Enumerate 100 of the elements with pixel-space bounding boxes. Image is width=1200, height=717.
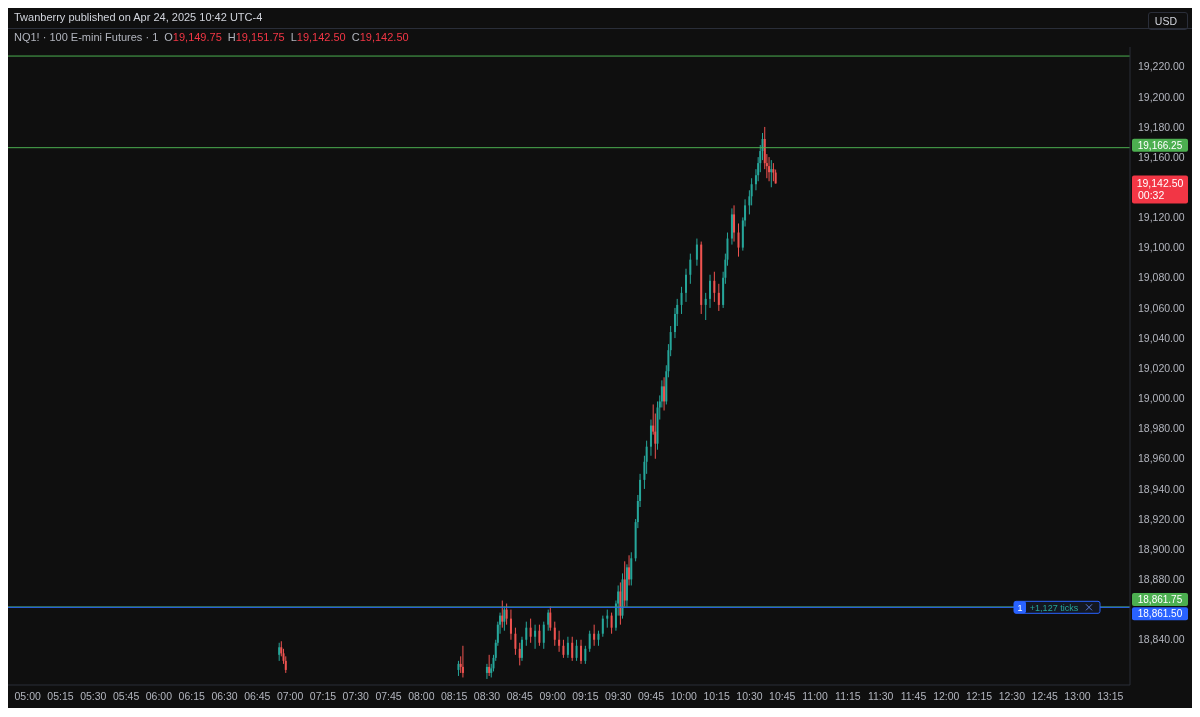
x-tick-label: 08:45: [506, 690, 534, 703]
text: 19,142.50: [1136, 177, 1184, 190]
x-tick-label: 10:15: [703, 690, 730, 703]
x-tick-label: 13:15: [1097, 690, 1124, 703]
text: USD: [1147, 12, 1188, 30]
candlestick: [737, 222, 740, 258]
candlestick: [704, 292, 707, 321]
x-tick-label: 09:45: [637, 690, 665, 703]
x-tick-label: 10:45: [769, 690, 796, 703]
candlestick: [542, 621, 545, 650]
candlestick: [630, 551, 633, 586]
x-tick-label: 09:30: [605, 690, 632, 703]
chart-subtitle: Twanberry published on Apr 24, 2025 10:42 UTC-4: [14, 11, 263, 23]
text: 00:32: [1138, 189, 1165, 202]
candlestick: [717, 283, 720, 312]
candlestick: [518, 642, 521, 666]
candlestick: [709, 274, 712, 309]
x-tick-label: 07:45: [375, 690, 402, 703]
x-tick-label: 11:30: [867, 690, 894, 703]
text: O19,149.75 H19,151.75 L19,142.50 C19,142.50: [164, 31, 409, 43]
x-tick-label: 06:45: [244, 690, 271, 703]
y-tick-label: 18,840.00: [1138, 633, 1185, 646]
y-tick-label: 19,100.00: [1138, 241, 1185, 254]
y-tick-label: 19,000.00: [1138, 392, 1185, 405]
candlestick: [649, 419, 652, 457]
ref-line-label: 18,861.75: [1137, 593, 1183, 605]
x-tick-label: 08:30: [473, 690, 501, 703]
y-tick-label: 18,920.00: [1138, 512, 1185, 525]
ref-line-label: 18,861.50: [1137, 608, 1183, 620]
y-tick-label: 19,020.00: [1138, 361, 1185, 374]
x-tick-label: 12:15: [965, 690, 993, 703]
x-tick-label: 12:30: [998, 690, 1026, 703]
x-tick-label: 11:00: [802, 690, 828, 703]
candlestick: [584, 645, 587, 665]
x-tick-label: 10:00: [670, 690, 698, 703]
candlestick: [580, 639, 583, 665]
y-tick-label: 19,180.00: [1138, 120, 1185, 133]
x-tick-label: 12:45: [1031, 690, 1058, 703]
candlestick: [575, 639, 578, 662]
x-tick-label: 05:30: [80, 690, 107, 703]
x-tick-label: 06:30: [211, 690, 238, 703]
candlestick: [695, 238, 698, 267]
x-tick-label: 08:15: [441, 690, 468, 703]
x-tick-label: 09:00: [539, 690, 566, 703]
x-tick-label: 10:30: [736, 690, 763, 703]
candlestick: [525, 621, 528, 647]
candlestick: [610, 612, 613, 635]
x-tick-label: 05:00: [14, 690, 41, 703]
x-tick-label: 06:15: [178, 690, 206, 703]
candlestick: [685, 268, 688, 303]
y-tick-label: 18,940.00: [1138, 482, 1185, 495]
chart-title: NQ1! · 100 E-mini Futures · 1: [14, 31, 159, 43]
y-tick-label: 18,880.00: [1138, 573, 1185, 586]
candlestick: [509, 609, 512, 641]
candlestick: [547, 609, 550, 632]
x-tick-label: 07:15: [309, 690, 337, 703]
y-tick-label: 19,120.00: [1138, 211, 1185, 224]
x-tick-label: 13:00: [1064, 690, 1091, 703]
candlestick: [549, 606, 552, 632]
y-tick-label: 19,220.00: [1138, 60, 1185, 73]
candlestick: [558, 630, 561, 653]
x-tick-label: 05:15: [47, 690, 74, 703]
candlestick: [733, 204, 736, 243]
candlestick: [538, 624, 541, 647]
x-tick-label: 11:45: [900, 690, 927, 703]
x-tick-label: 09:15: [572, 690, 599, 703]
x-tick-label: 07:00: [277, 690, 304, 703]
y-tick-label: 19,200.00: [1138, 90, 1185, 103]
candlestick: [770, 159, 773, 188]
x-tick-label: 06:00: [145, 690, 173, 703]
candlestick: [514, 627, 517, 656]
candlestick: [562, 639, 565, 659]
y-tick-label: 19,060.00: [1138, 301, 1185, 314]
y-tick-label: 19,080.00: [1138, 271, 1185, 284]
annotation: +1,127 ticks: [1029, 602, 1079, 613]
x-tick-label: 11:15: [835, 690, 861, 703]
y-tick-label: 19,160.00: [1138, 150, 1185, 163]
candlestick: [485, 663, 488, 680]
candlestick: [566, 636, 569, 659]
candlestick: [680, 286, 683, 315]
y-tick-label: 19,040.00: [1138, 331, 1185, 344]
annotation: 1: [1017, 602, 1023, 613]
candlestick: [534, 624, 537, 650]
candlestick: [593, 624, 596, 647]
ref-line-label: 19,166.25: [1137, 139, 1183, 151]
candlestick: [689, 253, 692, 285]
candlestick: [529, 618, 532, 644]
candlestick: [713, 271, 716, 303]
x-tick-label: 12:00: [933, 690, 960, 703]
candlestick: [601, 615, 604, 638]
x-tick-label: 07:30: [342, 690, 370, 703]
y-tick-label: 18,980.00: [1138, 422, 1185, 435]
y-tick-label: 18,960.00: [1138, 452, 1185, 465]
candlestick: [571, 636, 574, 662]
candlestick: [606, 609, 609, 629]
y-tick-label: 18,900.00: [1138, 542, 1185, 555]
x-tick-label: 08:00: [408, 690, 435, 703]
candlestick: [588, 630, 591, 653]
candlestick: [553, 621, 556, 647]
x-tick-label: 05:45: [112, 690, 140, 703]
